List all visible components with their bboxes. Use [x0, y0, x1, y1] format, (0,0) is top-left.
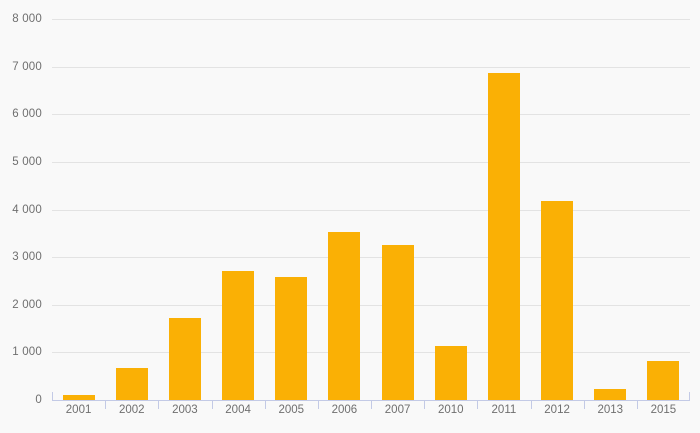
x-axis-left-cap	[52, 392, 53, 401]
y-tick-label: 3 000	[12, 251, 42, 264]
y-axis: 8 000 7 000 6 000 5 000 4 000 3 000 2 00…	[0, 0, 42, 433]
plot-area	[52, 19, 690, 400]
x-tick	[530, 400, 532, 409]
x-tick-label: 2015	[650, 404, 677, 416]
x-tick-label: 2010	[437, 404, 464, 416]
bar[interactable]	[594, 388, 627, 400]
y-tick-label: 6 000	[12, 108, 42, 121]
x-tick-label: 2004	[225, 404, 251, 416]
x-tick	[371, 400, 372, 409]
gridline	[52, 114, 690, 116]
bars-layer	[52, 0, 690, 433]
bar[interactable]	[115, 368, 148, 400]
x-tick	[636, 400, 638, 409]
x-tick-label: 2005	[278, 404, 305, 416]
gridline	[52, 19, 690, 20]
bar[interactable]	[275, 277, 308, 400]
x-tick	[211, 400, 213, 409]
x-tick-label: 2003	[172, 404, 198, 416]
bar[interactable]	[647, 361, 680, 400]
x-tick	[264, 400, 266, 409]
gridline	[52, 352, 690, 354]
x-tick-label: 2002	[118, 404, 145, 416]
x-tick-label: 2007	[384, 404, 411, 416]
gridline	[52, 66, 690, 68]
gridline	[52, 209, 690, 211]
y-tick-label: 2 000	[12, 298, 42, 311]
x-tick-label: 2001	[65, 404, 92, 416]
y-tick-label: 4 000	[12, 203, 42, 216]
x-axis-right-cap	[689, 392, 690, 401]
x-tick	[477, 400, 479, 409]
gridline	[52, 161, 690, 163]
gridline	[52, 257, 690, 259]
gridline	[52, 304, 690, 306]
bar[interactable]	[381, 244, 414, 400]
y-tick-label: 0	[35, 394, 42, 406]
y-tick-label: 1 000	[12, 346, 42, 359]
x-tick-label: 2012	[544, 404, 570, 416]
x-tick	[424, 400, 426, 409]
bar[interactable]	[434, 346, 467, 400]
bar[interactable]	[541, 201, 574, 400]
y-tick-label: 5 000	[12, 155, 42, 168]
x-tick-label: 2013	[597, 404, 624, 416]
bar[interactable]	[487, 73, 520, 400]
y-tick-label: 8 000	[12, 13, 42, 25]
bar[interactable]	[62, 394, 95, 400]
x-tick	[105, 400, 107, 409]
x-tick-label: 2006	[331, 404, 358, 416]
x-tick-label: 2011	[491, 404, 517, 416]
x-tick	[317, 400, 319, 409]
y-tick-label: 7 000	[12, 60, 42, 73]
bar[interactable]	[328, 232, 361, 400]
bar[interactable]	[222, 271, 255, 400]
x-tick	[158, 400, 160, 409]
x-axis: 2001 2002 2003 2004 2005 2006 2007 2010 2011 2012…	[52, 0, 690, 433]
x-tick	[583, 400, 585, 409]
bar[interactable]	[168, 318, 201, 400]
